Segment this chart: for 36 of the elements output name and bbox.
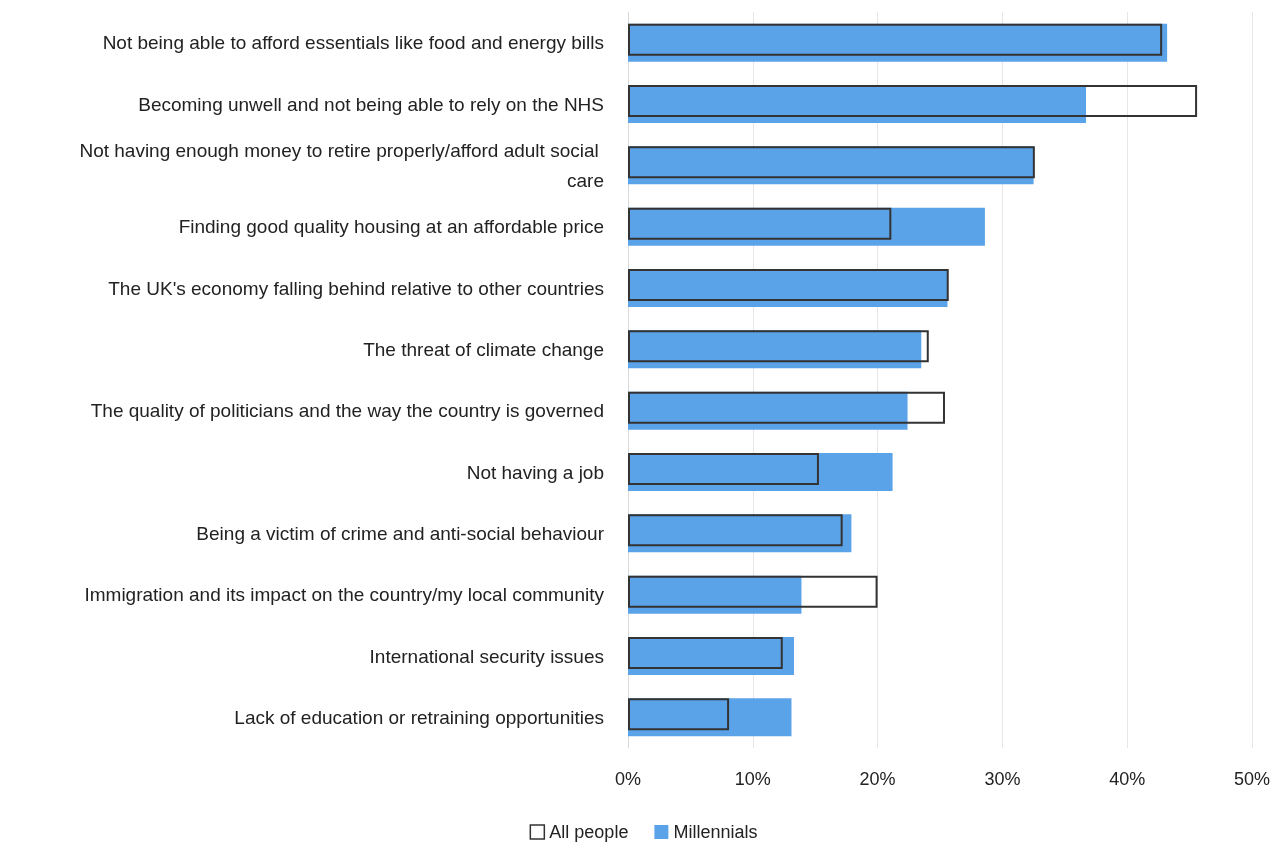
bar xyxy=(628,207,985,246)
y-tick-label: Not having enough money to retire properly/afford adult social care xyxy=(79,139,604,191)
bar xyxy=(628,698,792,737)
bar xyxy=(628,453,893,491)
x-tick-label: 40% xyxy=(1109,769,1146,789)
bar xyxy=(628,85,1198,117)
bar xyxy=(628,207,892,240)
y-tick-label: Lack of education or retraining opportunities xyxy=(234,706,604,728)
y-tick-label: The quality of politicians and the way the country is governed xyxy=(90,400,604,422)
legend-label: Millennials xyxy=(673,822,758,842)
x-tick-label: 20% xyxy=(859,769,896,789)
bar xyxy=(628,637,794,675)
y-tick-label: The UK's economy falling behind relative to other countries xyxy=(108,277,604,299)
y-tick-label: The threat of climate change xyxy=(363,338,604,360)
bar xyxy=(628,146,1035,179)
y-tick-label: Not having a job xyxy=(466,461,604,483)
y-tick-label: Being a victim of crime and anti-social behaviour xyxy=(196,522,605,544)
x-tick-label: 30% xyxy=(984,769,1021,789)
x-tick-label: 0% xyxy=(614,769,642,789)
bar xyxy=(628,330,929,363)
y-tick-label: Becoming unwell and not being able to rely on the NHS xyxy=(138,93,604,115)
x-tick-label: 10% xyxy=(734,769,771,789)
x-tick-label: 50% xyxy=(1233,769,1271,789)
bar xyxy=(628,453,819,485)
bar xyxy=(628,514,843,547)
legend-label: All people xyxy=(549,822,629,842)
y-tick-label: Immigration and its impact on the country/my local community xyxy=(84,584,605,606)
y-tick-label: Finding good quality housing at an affordable price xyxy=(178,216,604,238)
bar xyxy=(628,23,1163,56)
y-tick-label: Not being able to afford essentials like food and energy bills xyxy=(102,32,604,54)
bar xyxy=(628,391,945,424)
bar xyxy=(628,637,783,669)
y-tick-label: International security issues xyxy=(369,645,604,667)
bar xyxy=(628,698,730,731)
bar xyxy=(628,575,878,608)
bar xyxy=(628,269,949,301)
